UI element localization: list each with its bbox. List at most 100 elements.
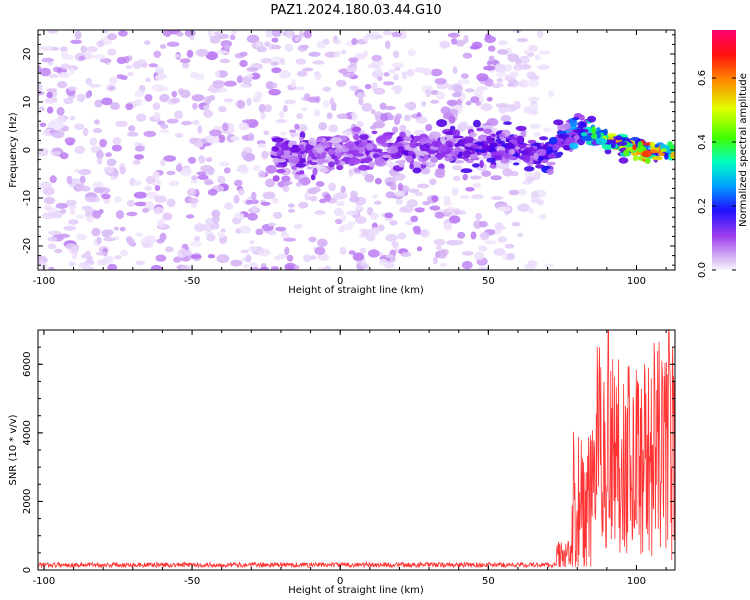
- spectrogram-band-cell: [547, 153, 557, 159]
- y-tick-label: 0: [22, 567, 33, 573]
- spectrogram-noise-cell: [189, 240, 202, 247]
- spectrogram-noise-cell: [118, 30, 128, 37]
- spectrogram-noise-cell: [528, 96, 540, 102]
- spectrogram-noise-cell: [283, 237, 297, 242]
- spectrogram-noise-cell: [454, 85, 463, 94]
- colorbar-tick-label: 0.6: [697, 70, 708, 86]
- spectrogram-noise-cell: [91, 227, 101, 237]
- spectrogram-noise-cell: [455, 39, 465, 47]
- spectrogram-noise-cell: [258, 170, 266, 178]
- spectrogram-band-cell: [397, 146, 405, 151]
- spectrogram-noise-cell: [198, 155, 206, 164]
- spectrogram-noise-cell: [450, 38, 458, 45]
- spectrogram-noise-cell: [142, 207, 150, 213]
- spectrogram-noise-cell: [86, 46, 98, 53]
- spectrogram-noise-cell: [537, 30, 544, 39]
- spectrogram-noise-cell: [340, 213, 347, 222]
- spectrogram-band-cell: [334, 158, 340, 166]
- spectrogram-noise-cell: [368, 249, 380, 258]
- spectrogram-noise-cell: [343, 130, 353, 136]
- spectrogram-noise-cell: [56, 81, 68, 89]
- spectrogram-noise-cell: [56, 106, 65, 116]
- spectrogram-noise-cell: [92, 127, 103, 134]
- spectrogram-noise-cell: [373, 200, 382, 205]
- spectrogram-noise-cell: [533, 131, 542, 137]
- spectrogram-noise-cell: [207, 188, 218, 196]
- spectrogram-noise-cell: [260, 201, 271, 206]
- spectrogram-noise-cell: [239, 51, 248, 57]
- spectrogram-band-cell: [664, 153, 669, 160]
- spectrogram-noise-cell: [410, 215, 419, 223]
- spectrogram-noise-cell: [163, 155, 177, 162]
- spectrogram-noise-cell: [68, 67, 76, 75]
- spectrogram-noise-cell: [106, 158, 117, 167]
- spectrogram-band-cell: [344, 141, 357, 149]
- spectrogram-band-cell: [632, 144, 637, 151]
- spectrogram-noise-cell: [160, 159, 166, 167]
- spectrogram-noise-cell: [433, 256, 438, 265]
- spectrogram-noise-cell: [389, 220, 398, 226]
- colorbar-tick-label: 0.0: [697, 262, 708, 278]
- spectrogram-noise-cell: [414, 229, 421, 234]
- spectrogram-noise-cell: [154, 185, 161, 192]
- spectrogram-noise-cell: [539, 213, 547, 220]
- spectrogram-noise-cell: [362, 50, 369, 58]
- spectrogram-band-cell: [444, 156, 455, 162]
- spectrogram-noise-cell: [391, 62, 405, 69]
- spectrogram-noise-cell: [457, 79, 470, 85]
- spectrogram-noise-cell: [298, 201, 309, 209]
- spectrogram-band-cell: [275, 164, 283, 168]
- spectrogram-noise-cell: [460, 73, 469, 79]
- snr-line: [38, 330, 675, 569]
- spectrogram-noise-cell: [92, 210, 102, 219]
- spectrogram-band-cell: [307, 160, 313, 164]
- spectrogram-noise-cell: [134, 90, 145, 98]
- spectrogram-noise-cell: [218, 106, 227, 113]
- spectrogram-band-cell: [375, 136, 387, 144]
- spectrogram-noise-cell: [41, 57, 54, 63]
- spectrogram-noise-cell: [223, 44, 231, 50]
- spectrogram-noise-cell: [159, 94, 170, 103]
- spectrogram-noise-cell: [317, 238, 328, 248]
- spectrogram-noise-cell: [434, 78, 447, 85]
- spectrogram-band-cell: [603, 128, 608, 136]
- spectrogram-band-cell: [281, 150, 291, 156]
- spectrogram-noise-cell: [215, 50, 229, 55]
- spectrogram-noise-cell: [373, 87, 386, 95]
- spectrogram-band-cell: [472, 119, 481, 128]
- spectrogram-noise-cell: [69, 115, 75, 121]
- spectrogram-noise-cell: [537, 64, 550, 70]
- spectrogram-band-cell: [342, 153, 348, 158]
- spectrogram-noise-cell: [185, 214, 195, 219]
- spectrogram-noise-cell: [295, 58, 307, 65]
- spectrogram-noise-cell: [125, 236, 133, 243]
- spectrogram-noise-cell: [500, 114, 512, 123]
- x-tick-label: 100: [627, 576, 646, 587]
- spectrogram-noise-cell: [519, 55, 530, 64]
- spectrogram-band-cell: [423, 154, 429, 162]
- spectrogram-noise-cell: [125, 103, 134, 111]
- spectrogram-noise-cell: [284, 43, 294, 53]
- spectrogram-noise-cell: [433, 238, 446, 246]
- spectrogram-noise-cell: [362, 263, 370, 269]
- spectrogram-noise-cell: [94, 99, 103, 108]
- spectrogram-noise-cell: [338, 226, 345, 233]
- spectrogram-noise-cell: [228, 127, 235, 133]
- spectrogram-noise-cell: [134, 154, 144, 160]
- spectrogram-noise-cell: [44, 204, 52, 211]
- spectrogram-band-cell: [322, 140, 329, 147]
- spectrogram-noise-cell: [254, 91, 263, 100]
- spectrogram-noise-cell: [504, 64, 512, 72]
- spectrogram-noise-cell: [126, 131, 139, 137]
- spectrogram-noise-cell: [461, 251, 474, 256]
- spectrogram-band-cell: [415, 142, 422, 147]
- spectrogram-noise-cell: [298, 176, 311, 186]
- spectrogram-noise-cell: [478, 267, 488, 270]
- colorbar-label: Normalized spectral amplitude: [738, 73, 749, 227]
- spectrogram-band-cell: [573, 135, 580, 140]
- spectrogram-noise-cell: [333, 39, 341, 45]
- spectrogram-noise-cell: [452, 92, 462, 98]
- spectrogram-noise-cell: [484, 78, 494, 87]
- spectrogram-noise-cell: [301, 107, 308, 112]
- spectrogram-band-cell: [649, 149, 658, 154]
